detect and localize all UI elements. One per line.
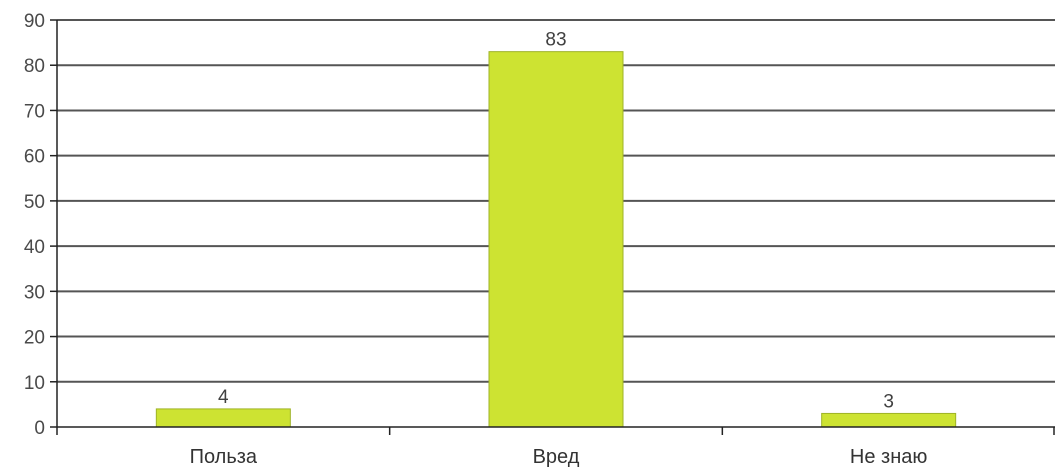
- data-label-0: 4: [218, 387, 229, 408]
- y-tick-label: 20: [24, 328, 45, 349]
- y-tick-label: 80: [24, 56, 45, 77]
- bar-2: [821, 412, 957, 428]
- axes: [56, 20, 1055, 428]
- y-axis-ticks: 0 10 20 30 40 50 60 70 80 90: [24, 11, 57, 439]
- category-label-0: Польза: [190, 446, 258, 468]
- y-tick-label: 30: [24, 282, 45, 303]
- category-label-2: Не знаю: [850, 446, 927, 468]
- y-tick-label: 60: [24, 147, 45, 168]
- bar-1: [488, 51, 624, 428]
- y-tick-label: 10: [24, 373, 45, 394]
- data-label-2: 3: [883, 391, 894, 412]
- y-tick-label: 50: [24, 192, 45, 213]
- data-label-1: 83: [545, 30, 566, 51]
- bar-0: [155, 408, 291, 428]
- x-axis-ticks: Польза Вред Не знаю: [56, 427, 1055, 468]
- y-tick-label: 0: [34, 418, 45, 439]
- y-tick-label: 70: [24, 101, 45, 122]
- category-label-1: Вред: [533, 446, 580, 468]
- y-tick-label: 90: [24, 11, 45, 32]
- bars: [155, 51, 957, 428]
- y-tick-label: 40: [24, 237, 45, 258]
- data-labels: 4 83 3: [218, 30, 894, 413]
